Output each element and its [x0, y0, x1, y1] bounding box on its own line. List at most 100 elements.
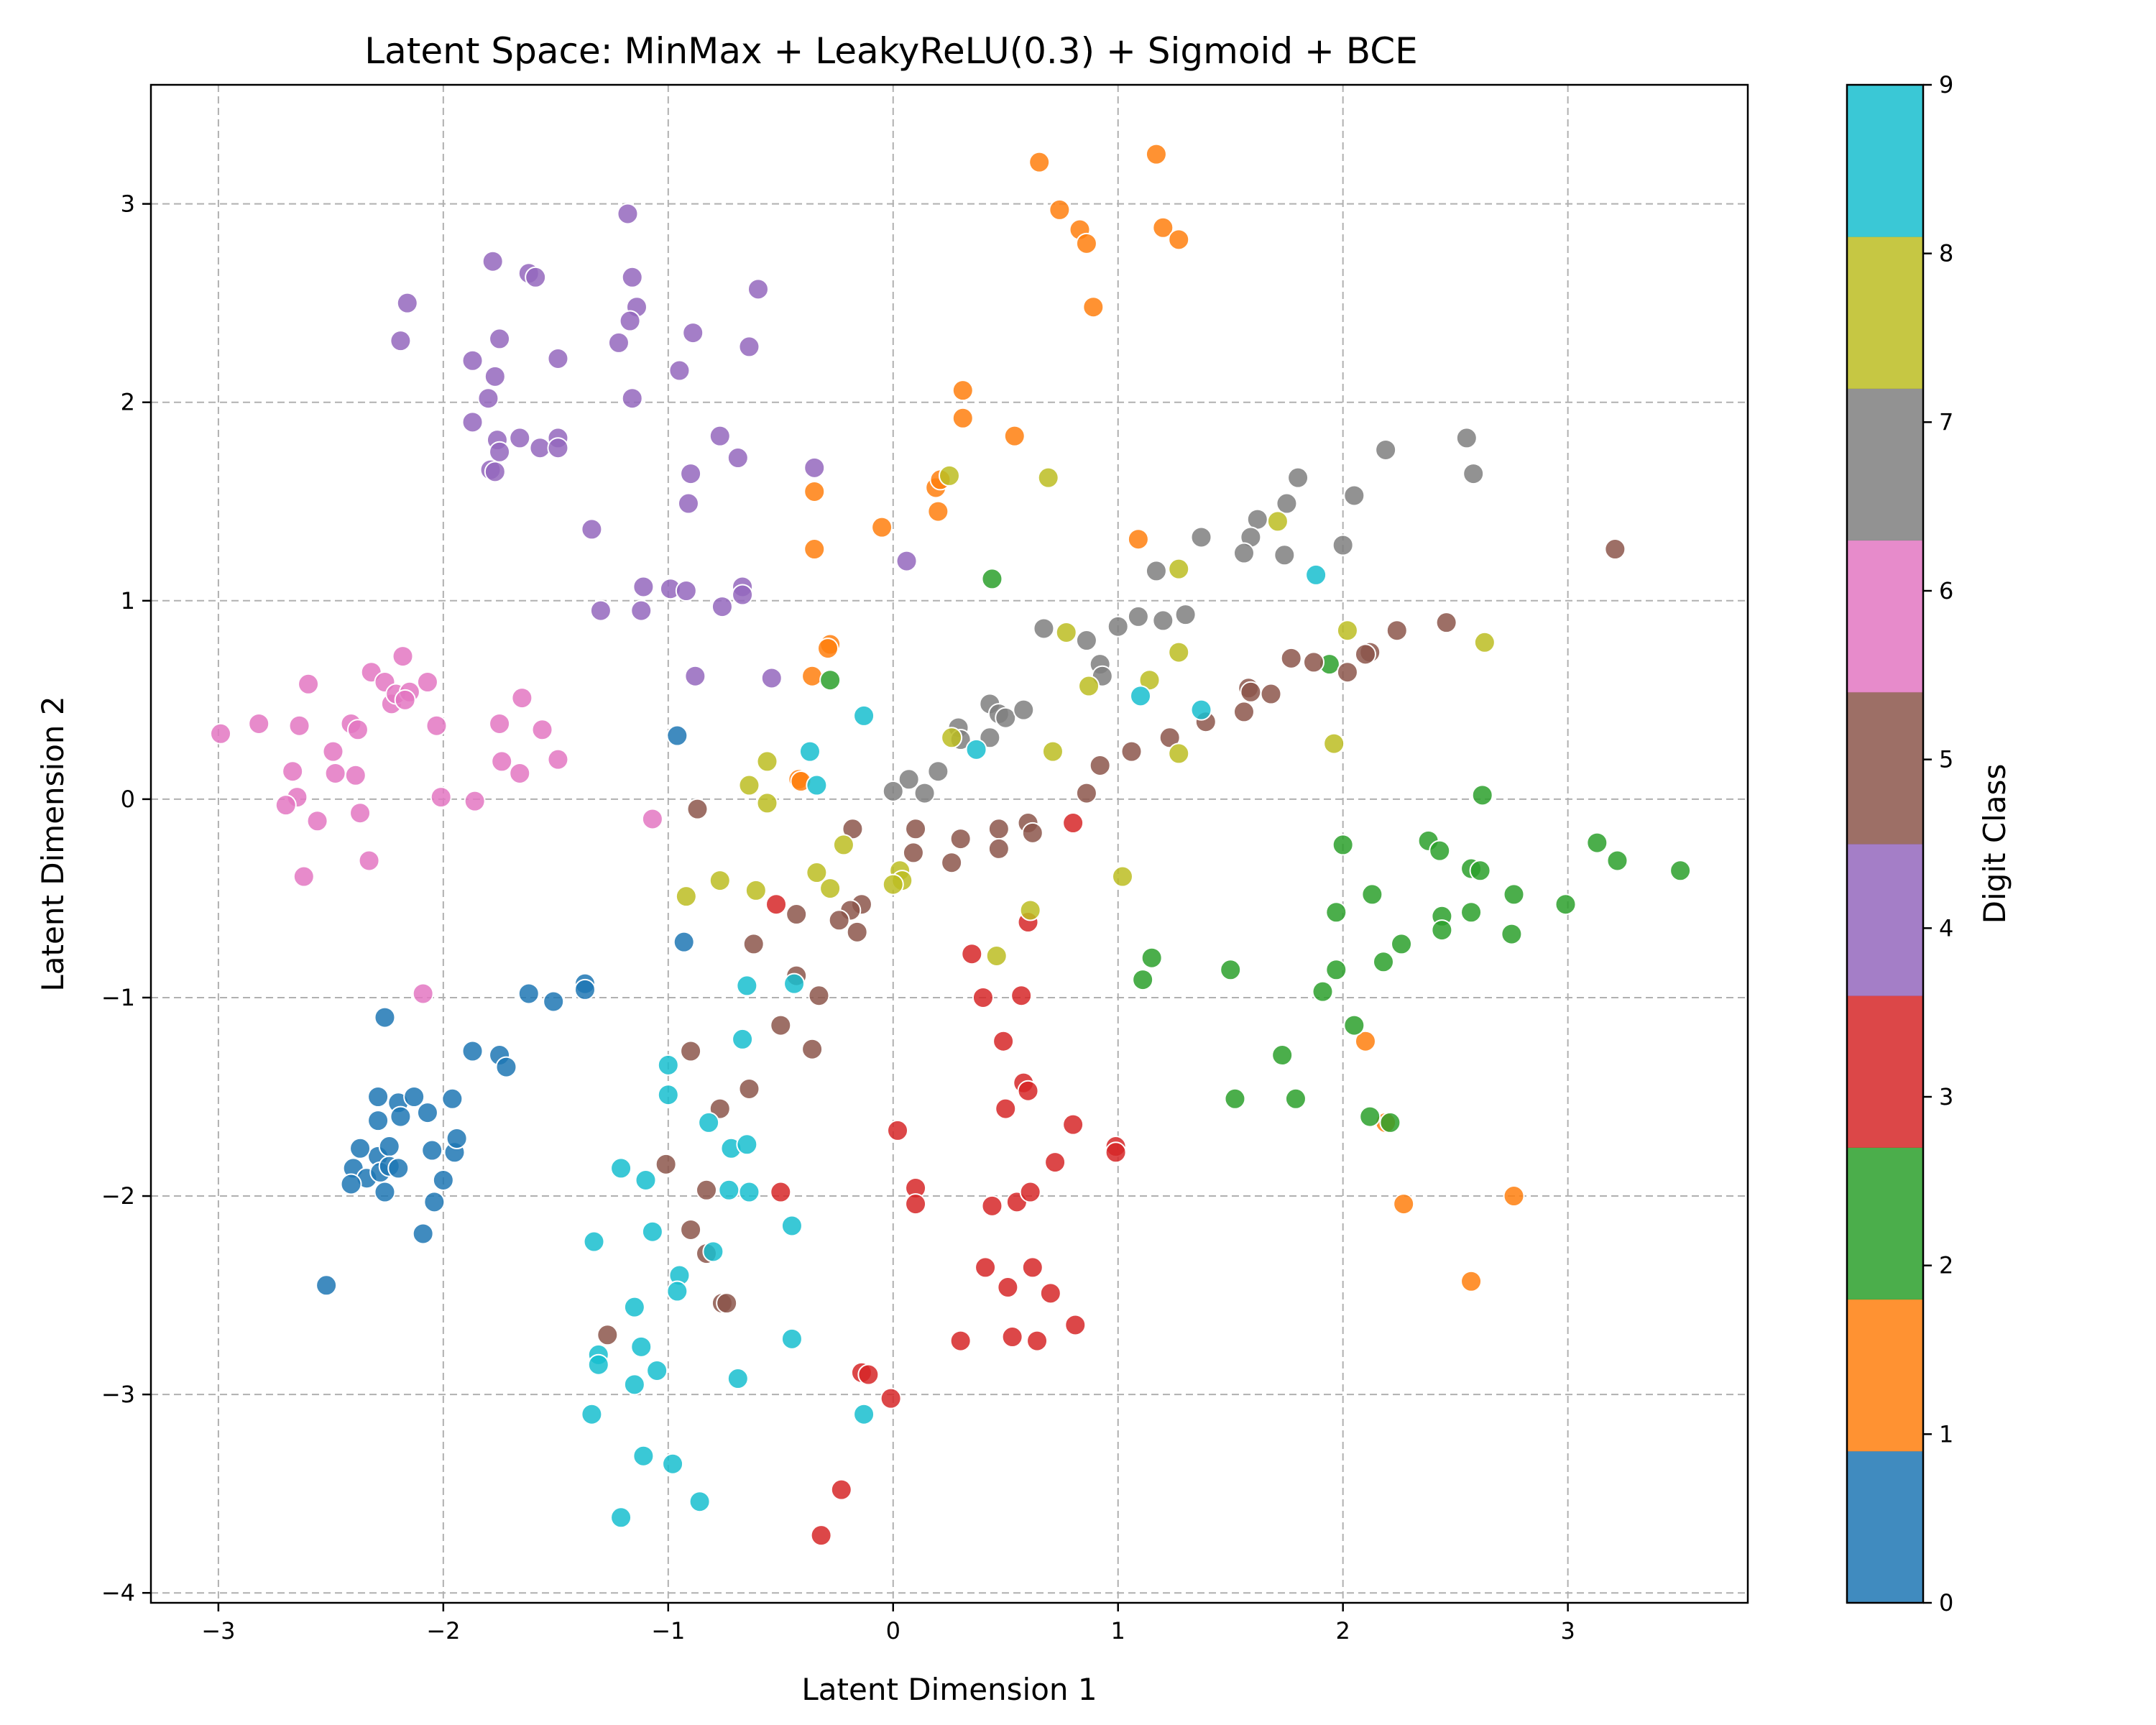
point-class-9 [657, 1084, 679, 1106]
point-class-1 [1082, 296, 1105, 318]
point-class-7 [995, 707, 1017, 729]
point-class-1 [1145, 143, 1167, 165]
point-class-3 [765, 893, 788, 916]
y-tick-label: −3 [101, 1381, 135, 1408]
point-class-9 [1305, 564, 1327, 586]
point-class-9 [630, 1335, 653, 1358]
y-tick-label: 3 [121, 190, 135, 218]
point-class-8 [939, 464, 960, 487]
point-class-6 [324, 762, 346, 784]
point-class-2 [1429, 840, 1451, 862]
point-class-6 [349, 802, 372, 824]
point-class-9 [736, 1133, 758, 1156]
point-class-4 [525, 266, 547, 288]
point-class-5 [1336, 661, 1358, 684]
point-class-4 [630, 599, 653, 622]
point-class-7 [1375, 438, 1397, 461]
point-class-6 [464, 790, 486, 812]
point-class-2 [1379, 1111, 1401, 1133]
point-class-6 [416, 671, 438, 693]
point-class-3 [1001, 1326, 1023, 1348]
point-class-3 [1062, 812, 1084, 834]
point-class-0 [367, 1086, 390, 1108]
point-class-2 [1501, 923, 1523, 945]
point-class-1 [1503, 1185, 1525, 1208]
point-class-4 [727, 447, 749, 469]
point-class-9 [623, 1296, 645, 1318]
point-class-0 [416, 1102, 438, 1124]
point-class-9 [587, 1353, 609, 1376]
y-tick-label: 1 [121, 587, 135, 615]
point-class-4 [607, 331, 630, 354]
point-class-1 [1152, 216, 1174, 239]
point-class-7 [1287, 466, 1309, 489]
point-class-4 [732, 584, 754, 606]
point-class-5 [1233, 701, 1255, 723]
point-class-3 [992, 1030, 1015, 1052]
point-class-9 [610, 1506, 632, 1529]
x-tick-label: 1 [1111, 1617, 1125, 1644]
point-class-0 [673, 931, 695, 953]
point-class-6 [412, 983, 434, 1005]
point-class-6 [509, 762, 531, 784]
point-class-4 [619, 310, 641, 332]
point-class-5 [738, 1077, 760, 1100]
point-class-2 [1141, 947, 1163, 969]
point-class-1 [1049, 198, 1071, 221]
point-class-1 [1127, 528, 1149, 551]
point-class-7 [1455, 427, 1478, 449]
point-class-8 [819, 878, 842, 900]
point-class-4 [711, 596, 733, 618]
point-class-9 [698, 1111, 720, 1133]
plot-frame [149, 83, 1749, 1604]
point-class-7 [1075, 630, 1097, 652]
point-class-2 [1284, 1087, 1307, 1110]
point-class-7 [1127, 605, 1149, 627]
point-class-1 [801, 665, 824, 687]
data-points [210, 143, 1692, 1547]
point-class-4 [803, 456, 826, 479]
point-class-9 [736, 975, 758, 997]
point-class-9 [623, 1374, 645, 1396]
point-class-5 [949, 828, 972, 850]
point-class-4 [621, 266, 643, 288]
y-tick-label: −2 [101, 1182, 135, 1210]
point-class-3 [1010, 985, 1033, 1007]
point-class-5 [846, 921, 868, 943]
point-class-7 [1276, 492, 1298, 515]
point-class-9 [581, 1403, 603, 1425]
point-class-6 [489, 712, 511, 735]
point-class-1 [803, 480, 826, 502]
point-class-4 [581, 518, 603, 540]
point-class-8 [675, 886, 697, 908]
point-class-2 [1503, 883, 1525, 906]
point-class-3 [975, 1256, 997, 1279]
x-tick-label: −3 [201, 1617, 235, 1644]
point-class-2 [1224, 1087, 1246, 1110]
point-class-2 [1343, 1014, 1365, 1036]
point-class-5 [709, 1098, 731, 1120]
point-class-4 [621, 387, 643, 410]
point-class-0 [423, 1191, 446, 1213]
point-class-2 [1606, 850, 1628, 872]
point-class-3 [1064, 1314, 1087, 1336]
point-class-3 [1019, 1181, 1041, 1203]
point-class-5 [902, 842, 924, 864]
point-class-6 [346, 719, 369, 741]
y-axis-ticks: −4 −3 −2 −1 0 1 2 3 [101, 190, 151, 1606]
point-class-6 [430, 786, 452, 809]
point-class-5 [905, 818, 927, 840]
point-class-5 [680, 1218, 702, 1241]
point-class-3 [887, 1119, 909, 1141]
point-class-8 [1041, 740, 1064, 763]
point-class-8 [709, 870, 731, 892]
point-class-5 [1386, 620, 1408, 642]
point-class-6 [210, 722, 232, 745]
point-class-2 [1361, 883, 1383, 906]
colorbar: 0 1 2 3 4 5 6 7 8 9 Digit Class [1846, 71, 2012, 1616]
point-class-8 [1111, 865, 1133, 888]
point-class-4 [738, 336, 760, 358]
point-class-3 [857, 1363, 880, 1386]
point-class-6 [547, 748, 569, 770]
